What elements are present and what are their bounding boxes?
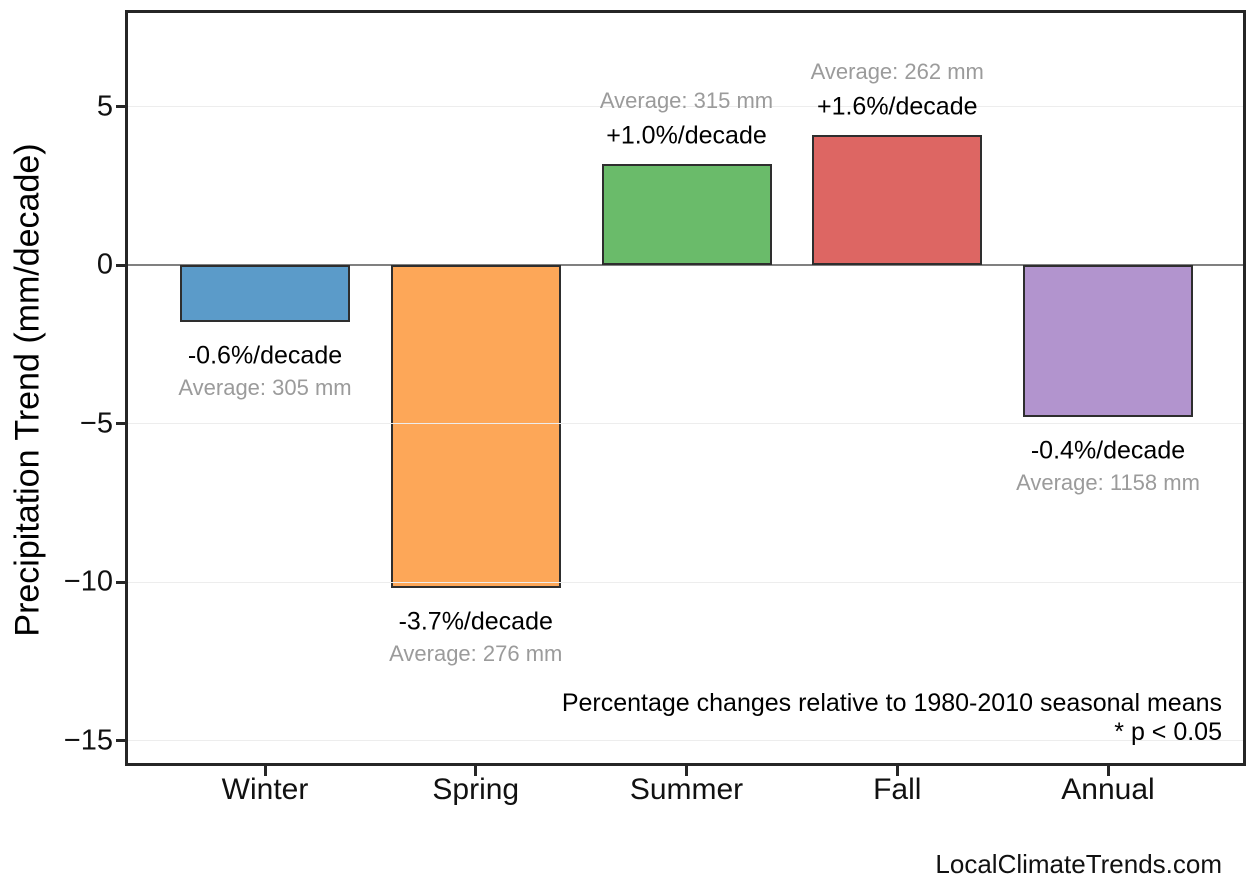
pct-change-label-annual: -0.4%/decade	[1030, 436, 1186, 465]
bar-annual	[1023, 265, 1193, 418]
average-label-annual: Average: 1158 mm	[1016, 470, 1200, 496]
bar-spring	[390, 265, 561, 589]
gridline-y-5	[128, 106, 1243, 107]
gridline-y--5	[128, 423, 1243, 424]
x-tick-label-winter: Winter	[221, 773, 309, 806]
watermark: LocalClimateTrends.com	[935, 849, 1222, 879]
y-tick-mark	[116, 263, 128, 267]
average-label-spring: Average: 276 mm	[389, 641, 563, 667]
average-label-fall: Average: 262 mm	[810, 59, 984, 85]
x-tick-mark	[263, 766, 267, 776]
x-tick-mark	[474, 766, 478, 776]
y-tick-mark	[116, 105, 128, 108]
y-tick-label-0: 0	[96, 248, 113, 281]
pct-change-label-spring: -3.7%/decade	[398, 607, 553, 636]
x-tick-mark	[685, 766, 688, 776]
gridline-y--10	[128, 581, 1243, 583]
y-tick-label--5: −5	[79, 407, 113, 439]
bar-winter	[180, 265, 350, 323]
bar-fall	[812, 135, 983, 265]
plot-inner-canvas	[128, 13, 1243, 763]
y-tick-label-5: 5	[96, 90, 113, 122]
y-tick-label--15: −15	[63, 724, 113, 756]
x-tick-mark	[895, 766, 899, 776]
footnote-significance: * p < 0.05	[1114, 718, 1222, 746]
x-tick-label-fall: Fall	[873, 773, 922, 806]
y-tick-mark	[116, 422, 128, 425]
x-tick-label-summer: Summer	[629, 773, 744, 806]
x-tick-label-annual: Annual	[1061, 773, 1155, 806]
plot-area	[125, 10, 1246, 766]
y-axis-label: Precipitation Trend (mm/decade)	[8, 143, 47, 637]
zero-axis-line	[128, 264, 1243, 266]
gridline-y--15	[128, 740, 1243, 741]
y-tick-label--10: −10	[63, 565, 113, 598]
y-tick-mark	[116, 580, 128, 584]
y-tick-mark	[116, 739, 128, 742]
footnote-percent-basis: Percentage changes relative to 1980-2010…	[561, 689, 1222, 717]
bar-summer	[601, 163, 772, 265]
average-label-summer: Average: 315 mm	[599, 87, 774, 113]
x-tick-mark	[1106, 766, 1110, 776]
pct-change-label-summer: +1.0%/decade	[606, 121, 767, 150]
pct-change-label-fall: +1.6%/decade	[816, 92, 978, 121]
x-tick-label-spring: Spring	[432, 773, 520, 806]
average-label-winter: Average: 305 mm	[178, 375, 352, 401]
pct-change-label-winter: -0.6%/decade	[187, 341, 343, 370]
